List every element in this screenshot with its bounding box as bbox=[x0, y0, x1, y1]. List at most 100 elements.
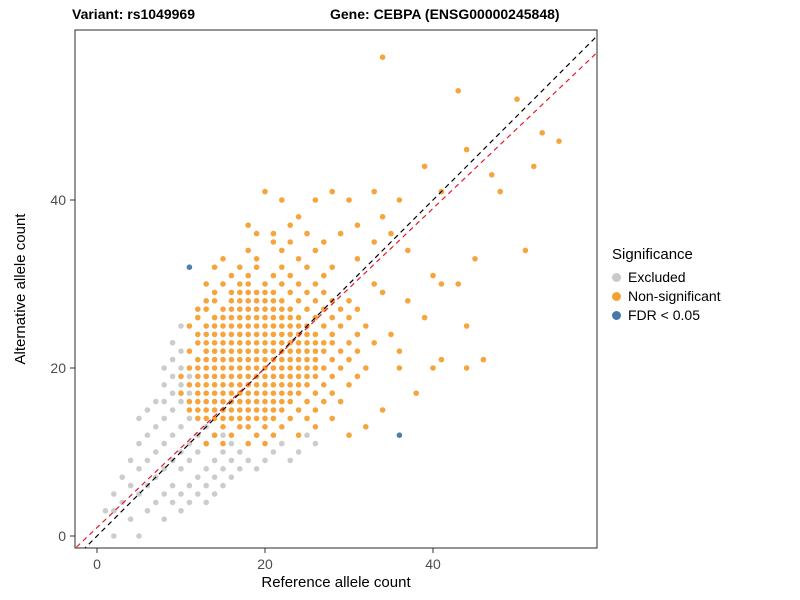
data-point bbox=[321, 348, 327, 355]
data-point bbox=[312, 440, 319, 447]
data-point bbox=[245, 340, 251, 346]
data-point bbox=[312, 348, 319, 355]
data-point bbox=[203, 407, 209, 413]
data-point bbox=[178, 466, 184, 472]
data-point bbox=[211, 474, 218, 481]
data-point bbox=[237, 424, 243, 430]
data-point bbox=[262, 382, 268, 388]
data-point bbox=[203, 499, 209, 506]
data-point bbox=[253, 348, 260, 355]
legend-title: Significance bbox=[612, 246, 693, 263]
y-tick-label: 20 bbox=[50, 360, 66, 376]
data-point bbox=[161, 382, 167, 388]
data-point bbox=[354, 306, 361, 313]
data-point bbox=[237, 281, 243, 287]
data-point bbox=[245, 390, 251, 397]
data-point bbox=[295, 449, 302, 455]
data-point bbox=[312, 340, 319, 346]
data-point bbox=[211, 398, 218, 405]
data-point bbox=[111, 508, 117, 514]
data-point bbox=[279, 298, 285, 304]
data-point bbox=[228, 432, 235, 439]
data-point bbox=[144, 508, 151, 514]
data-point bbox=[279, 440, 285, 447]
data-point bbox=[203, 323, 209, 329]
data-point bbox=[220, 314, 226, 321]
data-point bbox=[472, 255, 478, 262]
data-point bbox=[270, 390, 277, 397]
data-point bbox=[304, 340, 310, 346]
data-point bbox=[211, 457, 218, 464]
data-point bbox=[220, 449, 226, 455]
data-point bbox=[287, 222, 294, 228]
data-point bbox=[295, 214, 302, 220]
data-point bbox=[430, 272, 436, 279]
data-point bbox=[211, 356, 218, 363]
data-point bbox=[329, 340, 336, 346]
data-point bbox=[220, 356, 226, 363]
data-point bbox=[346, 314, 352, 321]
data-point bbox=[203, 356, 209, 363]
data-point bbox=[287, 323, 294, 329]
data-point bbox=[203, 466, 209, 472]
data-point bbox=[211, 340, 218, 346]
data-point bbox=[178, 398, 184, 405]
data-point bbox=[270, 415, 277, 422]
data-point bbox=[228, 289, 235, 296]
data-point bbox=[262, 457, 268, 464]
data-point bbox=[304, 365, 310, 371]
data-point bbox=[539, 130, 545, 136]
data-point bbox=[203, 340, 209, 346]
x-tick-label: 40 bbox=[425, 556, 441, 572]
data-point bbox=[186, 499, 193, 506]
data-point bbox=[253, 382, 260, 388]
data-point bbox=[111, 491, 117, 497]
data-point bbox=[295, 432, 302, 439]
data-point bbox=[287, 390, 294, 397]
data-point bbox=[329, 373, 336, 380]
data-point bbox=[169, 407, 176, 413]
legend-label: Non-significant bbox=[628, 288, 721, 304]
data-point bbox=[329, 390, 336, 397]
data-point bbox=[337, 230, 344, 237]
data-point bbox=[195, 340, 201, 346]
gene-title: Gene: CEBPA (ENSG00000245848) bbox=[330, 6, 560, 22]
data-point bbox=[287, 457, 294, 464]
data-point bbox=[195, 365, 201, 371]
data-point bbox=[270, 323, 277, 329]
data-point bbox=[262, 298, 268, 304]
data-point bbox=[270, 340, 277, 346]
data-point bbox=[329, 331, 336, 338]
data-point bbox=[228, 365, 235, 371]
data-point bbox=[220, 398, 226, 405]
data-point bbox=[321, 382, 327, 388]
data-point bbox=[237, 340, 243, 346]
data-point bbox=[220, 424, 226, 430]
data-point bbox=[228, 390, 235, 397]
data-point bbox=[237, 466, 243, 472]
data-point bbox=[270, 331, 277, 338]
data-point bbox=[136, 533, 142, 539]
data-point bbox=[195, 390, 201, 397]
data-point bbox=[287, 314, 294, 321]
data-point bbox=[127, 516, 134, 522]
data-point bbox=[287, 239, 294, 245]
data-point bbox=[161, 491, 167, 497]
data-point bbox=[279, 390, 285, 397]
data-point bbox=[220, 281, 226, 287]
data-point bbox=[111, 533, 117, 539]
data-point bbox=[253, 356, 260, 363]
data-point bbox=[295, 281, 302, 287]
data-point bbox=[388, 331, 394, 338]
data-point bbox=[211, 289, 218, 296]
data-point bbox=[287, 365, 294, 371]
data-point bbox=[228, 331, 235, 338]
data-point bbox=[287, 348, 294, 355]
data-point bbox=[295, 407, 302, 413]
data-point bbox=[237, 449, 243, 455]
data-point bbox=[220, 348, 226, 355]
data-point bbox=[211, 432, 218, 439]
data-point bbox=[262, 281, 268, 287]
data-point bbox=[245, 415, 251, 422]
data-point bbox=[169, 340, 176, 346]
